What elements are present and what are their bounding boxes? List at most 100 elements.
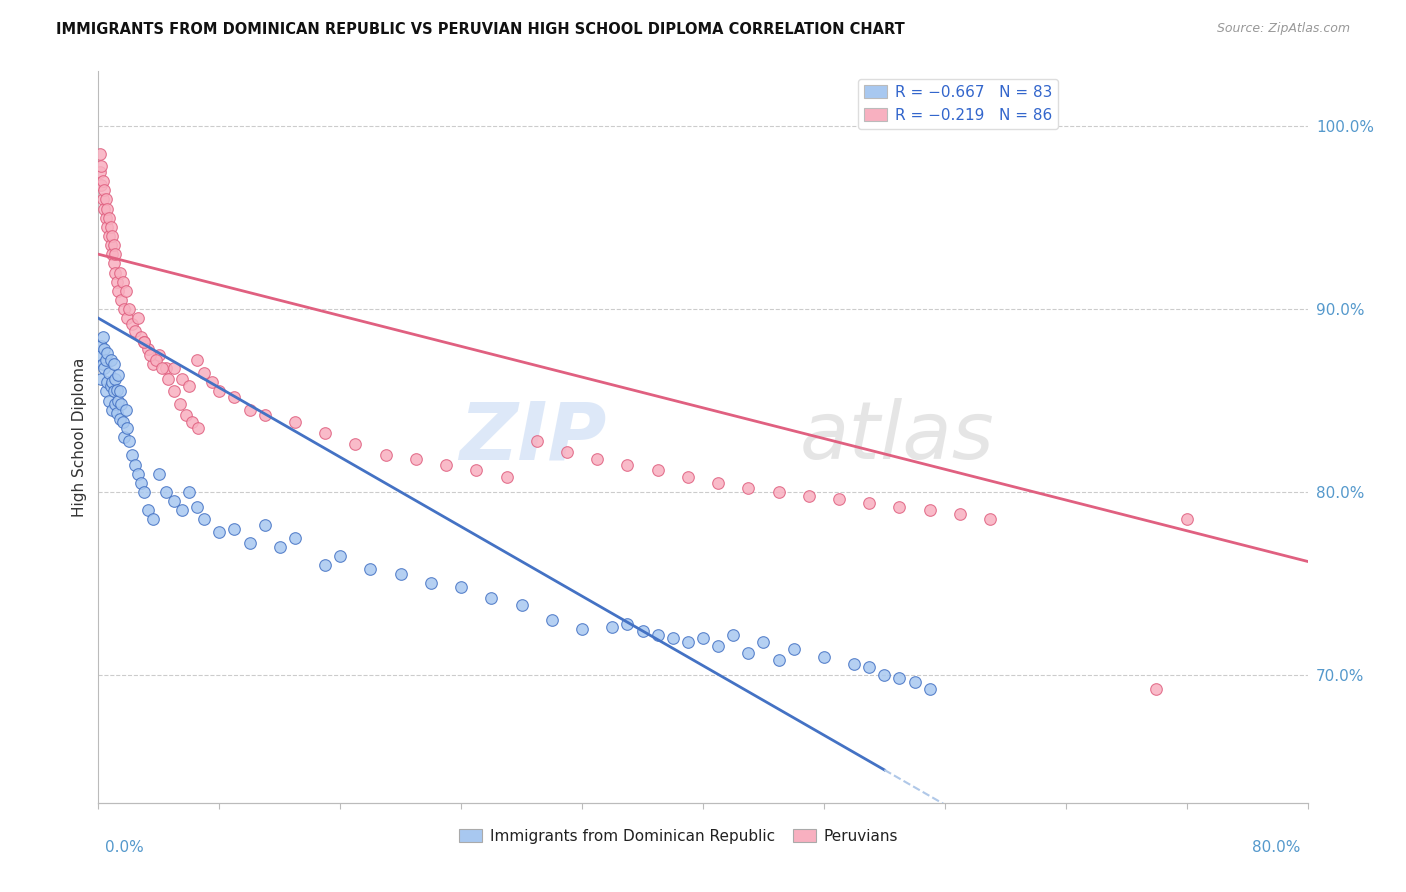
Point: [163, 360, 186, 375]
Point: [103, 238, 125, 252]
Point: [114, 402, 136, 417]
Point: [101, 402, 124, 417]
Point: [208, 525, 231, 540]
Point: [707, 639, 730, 653]
Point: [163, 384, 186, 399]
Point: [98, 211, 121, 225]
Point: [783, 642, 806, 657]
Point: [329, 549, 352, 563]
Point: [103, 357, 125, 371]
Point: [344, 437, 367, 451]
Point: [132, 334, 155, 349]
Point: [96, 346, 118, 360]
Point: [93, 183, 115, 197]
Point: [169, 397, 191, 411]
Point: [90, 178, 112, 192]
Point: [132, 484, 155, 499]
Point: [844, 657, 866, 671]
Point: [269, 540, 291, 554]
Point: [420, 576, 443, 591]
Point: [136, 343, 159, 357]
Point: [139, 348, 162, 362]
Point: [100, 219, 122, 234]
Point: [434, 458, 457, 472]
Point: [108, 265, 131, 279]
Point: [737, 646, 759, 660]
Point: [889, 500, 911, 514]
Point: [555, 444, 578, 458]
Point: [187, 421, 209, 435]
Point: [105, 406, 128, 420]
Text: 0.0%: 0.0%: [105, 840, 145, 855]
Point: [918, 682, 941, 697]
Point: [571, 622, 593, 636]
Point: [949, 507, 972, 521]
Point: [201, 375, 224, 389]
Point: [110, 397, 132, 411]
Point: [405, 452, 427, 467]
Point: [118, 434, 141, 448]
Point: [602, 620, 624, 634]
Point: [107, 393, 129, 408]
Point: [889, 672, 911, 686]
Point: [170, 503, 193, 517]
Point: [124, 458, 146, 472]
Point: [661, 631, 683, 645]
Point: [181, 416, 204, 430]
Point: [170, 371, 193, 385]
Point: [108, 384, 131, 399]
Point: [1175, 512, 1198, 526]
Point: [105, 275, 128, 289]
Point: [118, 301, 141, 316]
Point: [96, 375, 118, 389]
Point: [186, 500, 208, 514]
Point: [108, 411, 131, 425]
Point: [111, 416, 134, 430]
Point: [100, 238, 122, 252]
Point: [676, 470, 699, 484]
Point: [904, 675, 927, 690]
Point: [752, 635, 775, 649]
Point: [103, 384, 125, 399]
Point: [1144, 682, 1167, 697]
Point: [828, 492, 851, 507]
Point: [93, 360, 115, 375]
Point: [481, 591, 503, 605]
Point: [91, 174, 114, 188]
Point: [224, 521, 246, 535]
Point: [100, 353, 122, 368]
Point: [90, 371, 112, 385]
Point: [115, 311, 138, 326]
Point: [91, 192, 114, 206]
Point: [495, 470, 517, 484]
Point: [148, 467, 170, 481]
Point: [647, 627, 669, 641]
Point: [616, 458, 638, 472]
Point: [89, 348, 111, 362]
Point: [148, 348, 170, 362]
Text: IMMIGRANTS FROM DOMINICAN REPUBLIC VS PERUVIAN HIGH SCHOOL DIPLOMA CORRELATION C: IMMIGRANTS FROM DOMINICAN REPUBLIC VS PE…: [56, 22, 905, 37]
Point: [174, 408, 197, 422]
Point: [918, 503, 941, 517]
Point: [179, 379, 201, 393]
Point: [510, 599, 533, 613]
Point: [314, 426, 336, 441]
Point: [98, 228, 121, 243]
Point: [193, 512, 215, 526]
Point: [873, 667, 896, 681]
Y-axis label: High School Diploma: High School Diploma: [72, 358, 87, 516]
Point: [111, 275, 134, 289]
Point: [101, 247, 124, 261]
Point: [96, 219, 118, 234]
Point: [96, 202, 118, 216]
Point: [737, 481, 759, 495]
Point: [107, 368, 129, 382]
Point: [89, 165, 111, 179]
Point: [239, 402, 262, 417]
Point: [110, 293, 132, 307]
Point: [112, 301, 135, 316]
Point: [100, 379, 122, 393]
Point: [284, 416, 307, 430]
Point: [979, 512, 1001, 526]
Point: [768, 653, 790, 667]
